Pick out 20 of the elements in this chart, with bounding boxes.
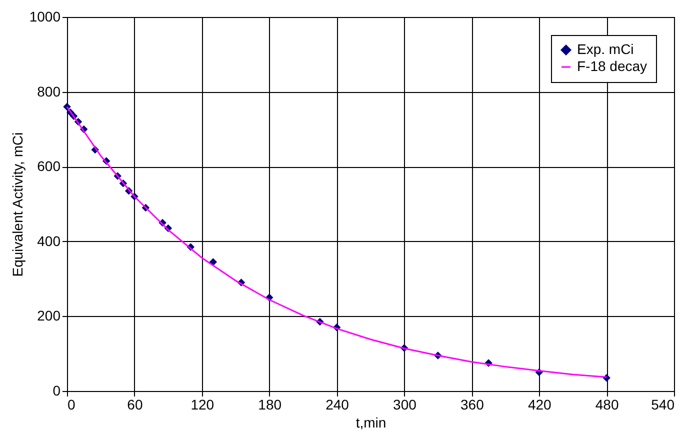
x-tick-label: 360 <box>460 396 484 412</box>
y-tick-label: 200 <box>37 308 61 324</box>
y-axis-title: Equivalent Activity, mCi <box>9 132 26 277</box>
x-axis-title: t,min <box>356 414 386 430</box>
y-tick-label: 800 <box>37 83 61 100</box>
y-tick-label: 1000 <box>29 8 61 24</box>
x-tick-label: 240 <box>326 396 350 412</box>
legend-label: Exp. mCi <box>577 41 634 57</box>
y-tick-label: 400 <box>37 232 61 249</box>
x-tick-label: 0 <box>68 396 76 412</box>
legend-label: F-18 decay <box>577 58 648 74</box>
x-tick-label: 480 <box>595 396 619 412</box>
x-tick-label: 120 <box>190 396 214 412</box>
x-tick-label: 180 <box>258 396 282 412</box>
x-tick-label: 300 <box>393 396 417 412</box>
x-tick-label: 60 <box>127 396 143 412</box>
y-tick-label: 0 <box>52 382 61 398</box>
x-tick-label: 420 <box>528 396 552 412</box>
y-tick-label: 600 <box>37 158 61 174</box>
x-tick-label: 540 <box>651 396 675 412</box>
